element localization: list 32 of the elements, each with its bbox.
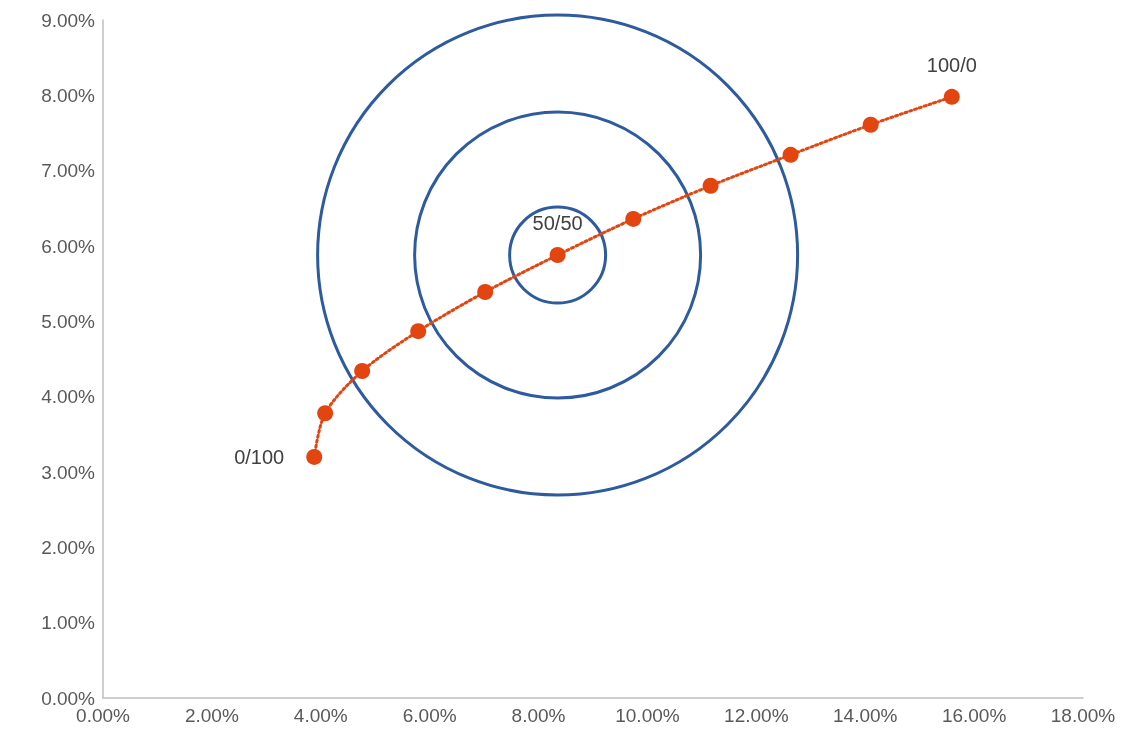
point	[782, 146, 799, 163]
x-tick-label: 18.00%	[1050, 705, 1116, 726]
x-tick-label: 10.00%	[615, 705, 680, 726]
point	[702, 177, 719, 194]
point	[410, 323, 427, 340]
point	[549, 247, 566, 264]
y-tick-label: 1.00%	[41, 612, 96, 634]
x-tick-label: 12.00%	[724, 705, 789, 726]
point	[354, 363, 371, 380]
y-tick-label: 2.00%	[41, 536, 96, 558]
point	[625, 210, 642, 227]
x-tick-label: 4.00%	[293, 705, 348, 726]
point	[943, 88, 960, 105]
x-tick-label: 16.00%	[941, 705, 1007, 726]
point	[862, 116, 879, 133]
x-tick-label: 8.00%	[511, 705, 566, 726]
point	[477, 283, 494, 300]
data-label: 100/0	[926, 53, 977, 76]
data-label: 50/50	[532, 212, 583, 235]
x-tick-label: 2.00%	[184, 705, 239, 726]
x-tick-label: 14.00%	[833, 705, 898, 726]
y-tick-label: 6.00%	[41, 235, 96, 257]
y-tick-label: 7.00%	[41, 160, 96, 182]
y-tick-label: 5.00%	[41, 310, 96, 332]
point	[306, 448, 323, 465]
point	[317, 405, 334, 422]
y-tick-label: 8.00%	[41, 84, 96, 106]
y-tick-label: 4.00%	[41, 386, 96, 408]
x-tick-label: 6.00%	[402, 705, 457, 726]
data-label: 0/100	[234, 445, 285, 468]
y-tick-label: 3.00%	[41, 461, 96, 483]
y-tick-label: 9.00%	[41, 9, 96, 31]
